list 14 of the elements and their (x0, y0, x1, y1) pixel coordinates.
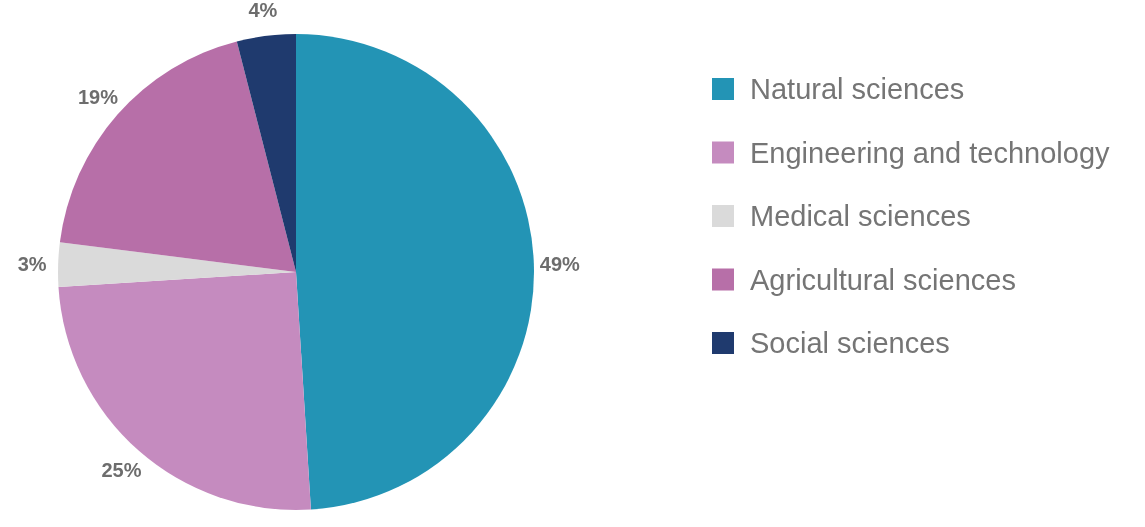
data-label: 25% (101, 459, 142, 482)
data-label: 49% (539, 252, 581, 275)
data-label: 3% (17, 252, 47, 275)
legend-label: Agricultural sciences (750, 263, 1016, 296)
pie-slice (58, 272, 311, 510)
data-label: 4% (248, 0, 278, 22)
legend-label: Engineering and technology (750, 136, 1111, 169)
legend-label: Medical sciences (750, 200, 971, 232)
pie-slice (296, 34, 534, 510)
legend-label: Natural sciences (750, 73, 965, 105)
pie-slice (59, 41, 296, 272)
pie-slice (236, 34, 296, 272)
data-label: 19% (77, 86, 119, 109)
legend-label: Social sciences (750, 327, 950, 359)
